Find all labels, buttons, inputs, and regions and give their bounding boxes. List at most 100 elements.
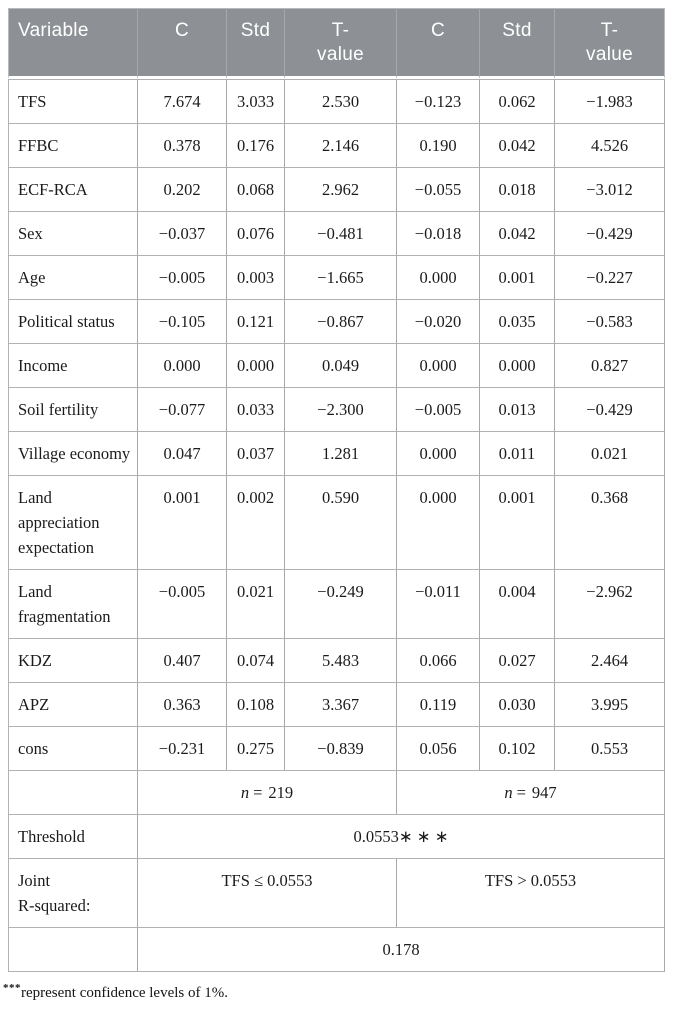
threshold-row: Threshold 0.0553∗ ∗ ∗ — [8, 814, 665, 858]
table-row: Income 0.000 0.000 0.049 0.000 0.000 0.827 — [8, 343, 665, 387]
value-cell: 0.004 — [480, 569, 555, 638]
value-cell: 0.047 — [138, 431, 227, 475]
value-cell: −0.077 — [138, 387, 227, 431]
equals-sign: = — [253, 783, 263, 802]
value-cell: 0.027 — [480, 638, 555, 682]
value-cell: 0.013 — [480, 387, 555, 431]
value-cell: 0.121 — [227, 299, 285, 343]
value-cell: −0.020 — [397, 299, 480, 343]
value-cell: 0.202 — [138, 167, 227, 211]
value-cell: 0.042 — [480, 123, 555, 167]
table-row: FFBC 0.378 0.176 2.146 0.190 0.042 4.526 — [8, 123, 665, 167]
header-row: Variable C Std T- value C Std T- value — [8, 8, 665, 79]
regression-results-table: Variable C Std T- value C Std T- value T… — [8, 8, 665, 972]
row-label: cons — [8, 726, 138, 770]
row-label: Village economy — [8, 431, 138, 475]
row-label: Political status — [8, 299, 138, 343]
value-cell: −0.005 — [138, 255, 227, 299]
header-tvalue-left: T- value — [285, 8, 397, 79]
value-cell: 0.068 — [227, 167, 285, 211]
sample-size-right: n = 947 — [397, 770, 665, 814]
value-cell: −0.005 — [397, 387, 480, 431]
value-cell: 3.367 — [285, 682, 397, 726]
joint-r-squared-row: Joint R-squared: TFS ≤ 0.0553 TFS > 0.05… — [8, 858, 665, 927]
value-cell: 0.000 — [138, 343, 227, 387]
value-cell: 0.275 — [227, 726, 285, 770]
value-cell: −1.665 — [285, 255, 397, 299]
table-row: ECF-RCA 0.202 0.068 2.962 −0.055 0.018 −3.012 — [8, 167, 665, 211]
n-symbol: n — [240, 783, 250, 802]
joint-r-squared-label: Joint R-squared: — [8, 858, 138, 927]
value-cell: 0.407 — [138, 638, 227, 682]
value-cell: 0.000 — [227, 343, 285, 387]
value-cell: 0.003 — [227, 255, 285, 299]
value-cell: −0.055 — [397, 167, 480, 211]
sample-size-row: n = 219 n = 947 — [8, 770, 665, 814]
value-cell: 0.000 — [397, 475, 480, 569]
value-cell: 0.119 — [397, 682, 480, 726]
table-row: KDZ 0.407 0.074 5.483 0.066 0.027 2.464 — [8, 638, 665, 682]
value-cell: −0.123 — [397, 79, 480, 123]
table-row: Land appreciation expectation 0.001 0.002 0… — [8, 475, 665, 569]
value-cell: 0.037 — [227, 431, 285, 475]
value-cell: 0.368 — [555, 475, 665, 569]
row-label: TFS — [8, 79, 138, 123]
value-cell: 0.000 — [397, 343, 480, 387]
row-label: Soil fertility — [8, 387, 138, 431]
value-cell: 0.590 — [285, 475, 397, 569]
significance-marker: *** — [3, 982, 21, 994]
header-std-right: Std — [480, 8, 555, 79]
value-cell: −0.867 — [285, 299, 397, 343]
row-label: Land fragmentation — [8, 569, 138, 638]
row-label: KDZ — [8, 638, 138, 682]
table-row: Soil fertility −0.077 0.033 −2.300 −0.005 0.0… — [8, 387, 665, 431]
sample-size-left: n = 219 — [138, 770, 397, 814]
table-row: Age −0.005 0.003 −1.665 0.000 0.001 −0.227 — [8, 255, 665, 299]
value-cell: 0.066 — [397, 638, 480, 682]
value-cell: 0.108 — [227, 682, 285, 726]
sample-size-left-value: 219 — [268, 783, 294, 802]
value-cell: 0.042 — [480, 211, 555, 255]
sample-size-right-value: 947 — [531, 783, 557, 802]
table-row: Land fragmentation −0.005 0.021 −0.249 −0.01… — [8, 569, 665, 638]
value-cell: −0.583 — [555, 299, 665, 343]
value-cell: −0.481 — [285, 211, 397, 255]
value-cell: −0.105 — [138, 299, 227, 343]
value-cell: 4.526 — [555, 123, 665, 167]
value-cell: −0.231 — [138, 726, 227, 770]
table-row: Sex −0.037 0.076 −0.481 −0.018 0.042 −0.429 — [8, 211, 665, 255]
value-cell: 2.464 — [555, 638, 665, 682]
value-cell: 0.074 — [227, 638, 285, 682]
value-cell: 0.000 — [397, 255, 480, 299]
value-cell: 2.962 — [285, 167, 397, 211]
value-cell: −0.018 — [397, 211, 480, 255]
threshold-value: 0.0553∗ ∗ ∗ — [138, 814, 665, 858]
value-cell: 0.000 — [480, 343, 555, 387]
table-row: Political status −0.105 0.121 −0.867 −0.020 0… — [8, 299, 665, 343]
value-cell: −0.249 — [285, 569, 397, 638]
table-row: APZ 0.363 0.108 3.367 0.119 0.030 3.995 — [8, 682, 665, 726]
value-cell: −0.005 — [138, 569, 227, 638]
table-row: Village economy 0.047 0.037 1.281 0.000 0.011… — [8, 431, 665, 475]
row-label: Age — [8, 255, 138, 299]
value-cell: −3.012 — [555, 167, 665, 211]
value-cell: 5.483 — [285, 638, 397, 682]
threshold-label: Threshold — [8, 814, 138, 858]
value-cell: 0.176 — [227, 123, 285, 167]
empty-label-cell — [8, 927, 138, 972]
value-cell: 0.062 — [480, 79, 555, 123]
value-cell: 0.827 — [555, 343, 665, 387]
value-cell: 0.056 — [397, 726, 480, 770]
value-cell: −1.983 — [555, 79, 665, 123]
value-cell: 0.076 — [227, 211, 285, 255]
value-cell: 0.021 — [555, 431, 665, 475]
value-cell: 1.281 — [285, 431, 397, 475]
value-cell: −2.300 — [285, 387, 397, 431]
value-cell: 3.033 — [227, 79, 285, 123]
value-cell: −0.011 — [397, 569, 480, 638]
value-cell: −0.429 — [555, 211, 665, 255]
regime-left-condition: TFS ≤ 0.0553 — [138, 858, 397, 927]
value-cell: 0.033 — [227, 387, 285, 431]
value-cell: −0.429 — [555, 387, 665, 431]
value-cell: 0.035 — [480, 299, 555, 343]
